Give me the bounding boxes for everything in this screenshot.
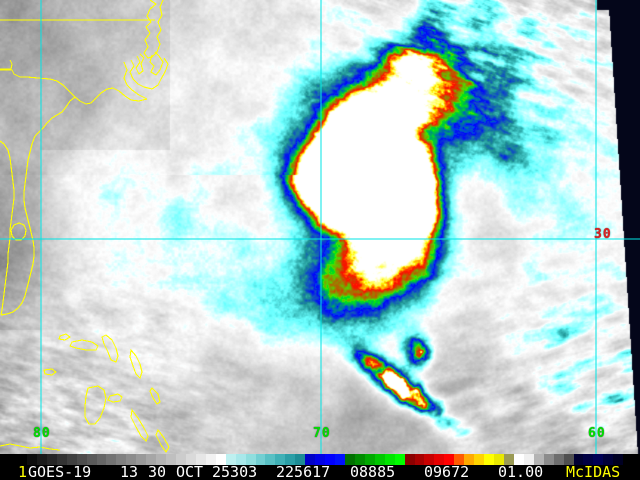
color-enhancement-bar: [17, 454, 624, 465]
band-number: 13: [120, 463, 139, 480]
colorbar-stop-47: [484, 454, 494, 465]
colorbar-stop-25: [265, 454, 276, 465]
colorbar-stop-12: [136, 454, 147, 465]
colorbar-stop-42: [434, 454, 445, 465]
colorbar-stop-36: [374, 454, 385, 465]
colorbar-stop-22: [235, 454, 246, 465]
satellite-image-canvas: [0, 0, 640, 454]
colorbar-stop-48: [494, 454, 504, 465]
colorbar-stop-35: [364, 454, 375, 465]
colorbar-stop-26: [275, 454, 286, 465]
colorbar-stop-23: [245, 454, 256, 465]
colorbar-stop-30: [315, 454, 326, 465]
colorbar-stop-13: [146, 454, 157, 465]
colorbar-stop-49: [503, 454, 514, 465]
colorbar-stop-27: [285, 454, 296, 465]
colorbar-stop-19: [205, 454, 216, 465]
colorbar-stop-24: [255, 454, 266, 465]
colorbar-stop-2: [36, 454, 47, 465]
colorbar-stop-5: [66, 454, 77, 465]
colorbar-stop-45: [464, 454, 475, 465]
latlon-gridlines: [0, 0, 640, 454]
observation-time: 225617: [276, 463, 331, 480]
colorbar-stop-3: [46, 454, 57, 465]
colorbar-stop-52: [533, 454, 544, 465]
colorbar-stop-53: [543, 454, 554, 465]
colorbar-stop-50: [513, 454, 524, 465]
colorbar-stop-9: [106, 454, 117, 465]
colorbar-stop-11: [126, 454, 137, 465]
colorbar-stop-18: [195, 454, 206, 465]
mcidas-watermark: McIDAS: [566, 463, 621, 480]
colorbar-stop-1: [26, 454, 37, 465]
satellite-name: GOES-19: [28, 463, 92, 480]
colorbar-stop-59: [603, 454, 614, 465]
colorbar-stop-4: [56, 454, 67, 465]
colorbar-stop-17: [185, 454, 196, 465]
colorbar-stop-41: [424, 454, 435, 465]
colorbar-stop-56: [573, 454, 584, 465]
colorbar-stop-51: [523, 454, 534, 465]
colorbar-stop-57: [583, 454, 594, 465]
info-bar: 1 0001 GOES-19 13 30 OCT 25303 225617 08…: [0, 454, 640, 480]
colorbar-stop-37: [384, 454, 395, 465]
colorbar-stop-43: [444, 454, 455, 465]
field-two: 09672: [424, 463, 470, 480]
colorbar-stop-29: [305, 454, 316, 465]
colorbar-stop-7: [86, 454, 97, 465]
colorbar-stop-31: [325, 454, 335, 465]
colorbar-stop-10: [116, 454, 127, 465]
band-label: 1: [18, 463, 28, 480]
colorbar-stop-34: [354, 454, 365, 465]
day-of-month: 30: [148, 463, 167, 480]
resolution-label: 01.00: [498, 463, 544, 480]
colorbar-stop-20: [215, 454, 226, 465]
colorbar-stop-46: [474, 454, 485, 465]
colorbar-stop-54: [553, 454, 564, 465]
colorbar-stop-58: [593, 454, 604, 465]
colorbar-stop-8: [96, 454, 107, 465]
colorbar-stop-55: [563, 454, 574, 465]
month-label: OCT: [176, 463, 204, 480]
colorbar-stop-6: [76, 454, 87, 465]
vector-overlay-svg: [0, 0, 640, 454]
colorbar-stop-44: [454, 454, 465, 465]
colorbar-stop-21: [225, 454, 236, 465]
colorbar-stop-0: [17, 454, 27, 465]
colorbar-stop-16: [176, 454, 186, 465]
map-overlay: [0, 0, 640, 454]
colorbar-stop-39: [404, 454, 415, 465]
colorbar-stop-15: [166, 454, 176, 465]
infrared-imagery: [0, 0, 640, 454]
julian-date: 25303: [212, 463, 258, 480]
colorbar-stop-40: [414, 454, 425, 465]
colorbar-stop-38: [394, 454, 405, 465]
colorbar-stop-60: [613, 454, 624, 465]
colorbar-stop-32: [335, 454, 345, 465]
field-one: 08885: [350, 463, 396, 480]
coastline-and-borders: [0, 0, 170, 454]
colorbar-stop-33: [344, 454, 355, 465]
colorbar-stop-14: [156, 454, 167, 465]
colorbar-stop-28: [295, 454, 306, 465]
